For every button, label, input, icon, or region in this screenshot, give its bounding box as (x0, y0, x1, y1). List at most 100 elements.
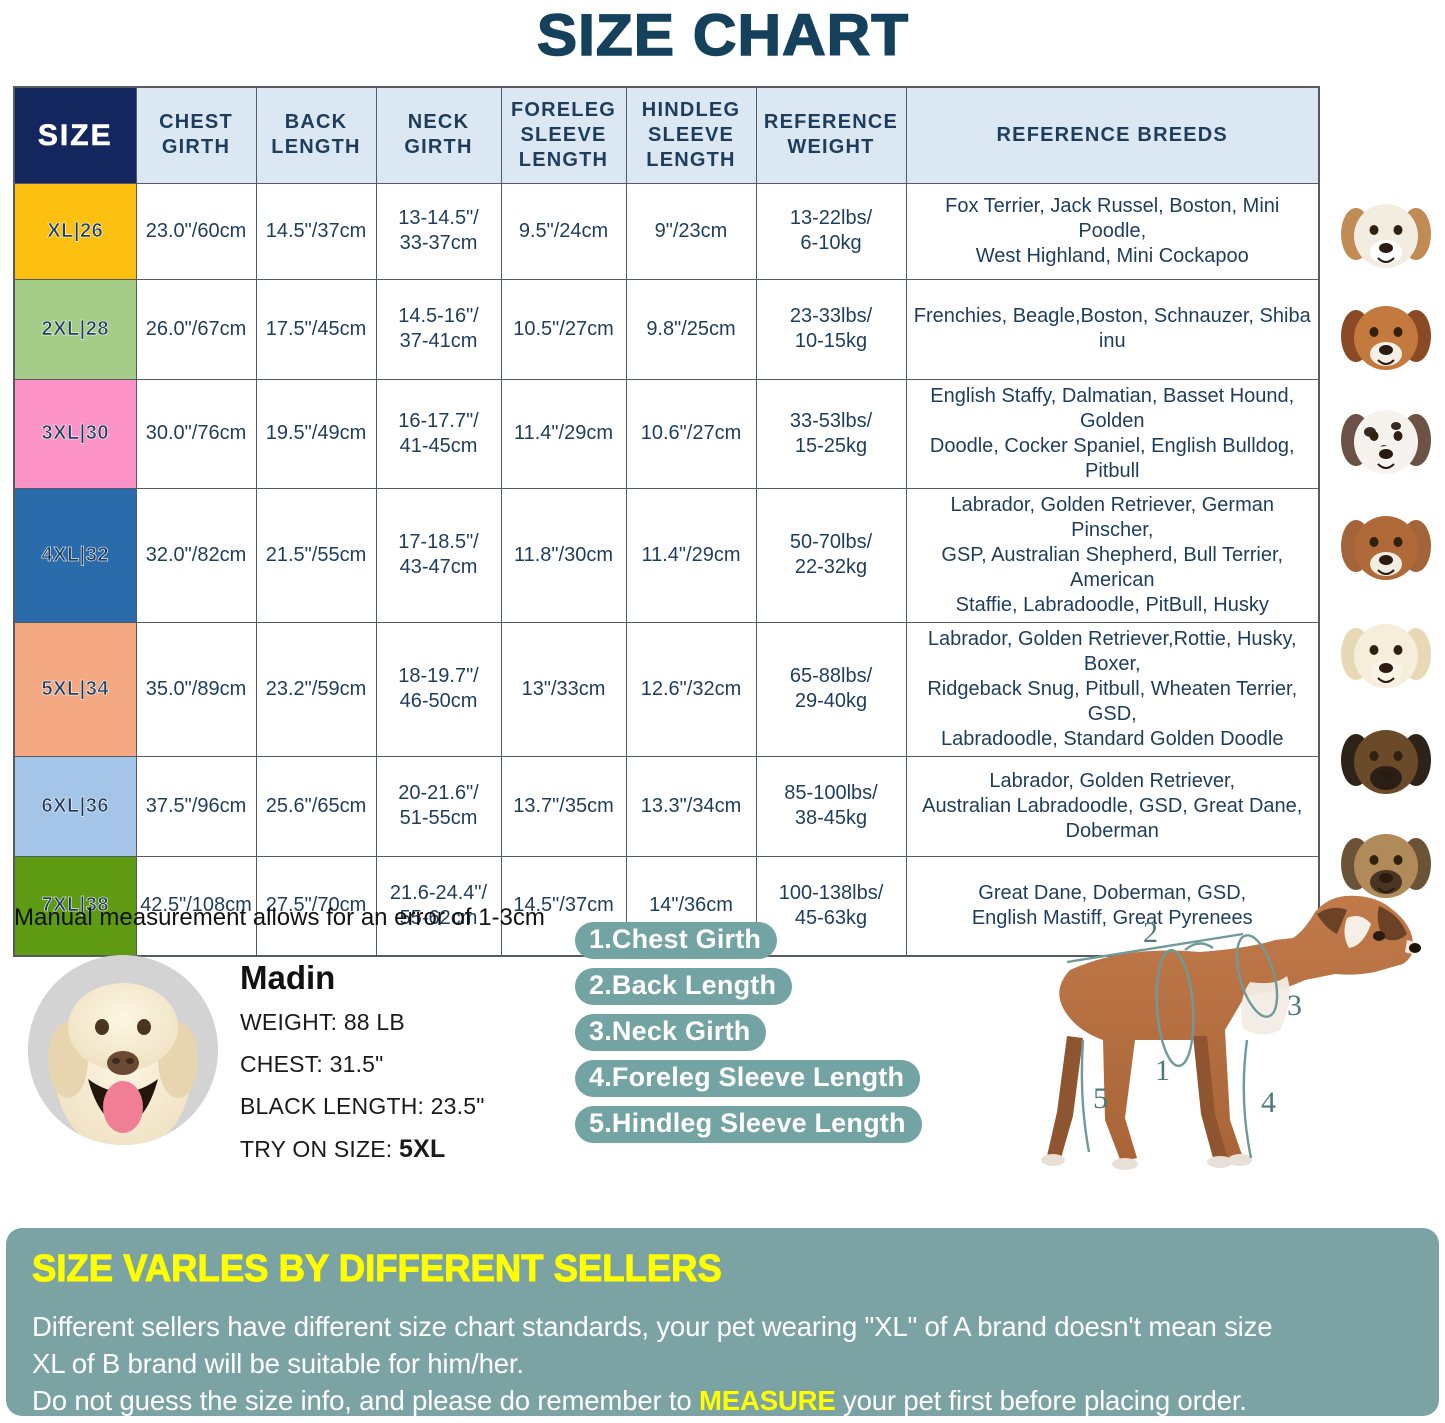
banner-line-2: XL of B brand will be suitable for him/h… (32, 1347, 524, 1379)
banner-line-3: Do not guess the size info, and please d… (32, 1383, 1392, 1420)
cell-foreleg: 10.5"/27cm (500, 278, 627, 380)
column-header-foreleg-sleeve-length: FORELEG SLEEVE LENGTH (500, 86, 627, 184)
breed-thumbnail-labrador-retriever (1330, 606, 1442, 710)
banner-heading: SIZE VARLES BY DIFFERENT SELLERS (32, 1248, 723, 1291)
legend-pill-4: 4.Foreleg Sleeve Length (575, 1060, 921, 1097)
column-header-hindleg-sleeve-length: HINDLEG SLEEVE LENGTH (625, 86, 757, 184)
legend-pill-2: 2.Back Length (575, 968, 793, 1005)
cell-hindleg: 10.6"/27cm (625, 378, 757, 489)
cell-breeds: Frenchies, Beagle,Boston, Schnauzer, Shi… (905, 278, 1320, 380)
dog-face-icon (1330, 610, 1442, 706)
page-title: SIZE CHART (536, 2, 909, 69)
page-title-wrap: SIZE CHART (0, 0, 1445, 69)
cell-neck: 16-17.7"/41-45cm (375, 378, 502, 489)
cell-back: 17.5"/45cm (255, 278, 377, 380)
cell-hindleg: 9"/23cm (625, 182, 757, 280)
manual-measurement-note: Manual measurement allows for an error o… (14, 904, 545, 931)
column-header-reference-weight: REFERENCE WEIGHT (755, 86, 907, 184)
cell-weight: 23-33lbs/10-15kg (755, 278, 907, 380)
breed-thumbnail-beagle (1330, 290, 1442, 390)
cell-neck: 13-14.5"/33-37cm (375, 182, 502, 280)
try-on-label: TRY ON SIZE: (240, 1136, 393, 1162)
table-row: 2XL|28 26.0"/67cm 17.5"/45cm 14.5-16"/37-41… (13, 278, 1320, 380)
pet-profile-card: Madin WEIGHT: 88 LB CHEST: 31.5" BLACK L… (28, 955, 548, 1179)
dog-face-icon (1330, 396, 1442, 492)
cell-weight: 33-53lbs/15-25kg (755, 378, 907, 489)
size-badge-cell: 3XL|30 (13, 378, 137, 489)
cell-chest: 37.5"/96cm (135, 755, 257, 857)
breed-thumbnail-dalmatian (1330, 394, 1442, 494)
column-header-reference-breeds: REFERENCE BREEDS (905, 86, 1320, 184)
table-row: 4XL|32 32.0"/82cm 21.5"/55cm 17-18.5"/43-47… (13, 487, 1320, 623)
cell-chest: 26.0"/67cm (135, 278, 257, 380)
size-badge-cell: 4XL|32 (13, 487, 137, 623)
cell-neck: 21.6-24.4"/55-62cm (375, 855, 502, 957)
cell-weight: 65-88lbs/29-40kg (755, 621, 907, 757)
cell-breeds: Great Dane, Doberman, GSD, English Mastif… (905, 855, 1320, 957)
pet-back-length: BLACK LENGTH: 23.5" (240, 1093, 485, 1119)
svg-text:2: 2 (1143, 916, 1158, 949)
cell-back: 19.5"/49cm (255, 378, 377, 489)
cell-neck: 18-19.7"/46-50cm (375, 621, 502, 757)
measurement-legend: 1.Chest Girth 2.Back Length 3.Neck Girth 4.… (575, 922, 975, 1152)
cell-foreleg: 13"/33cm (500, 621, 627, 757)
table-row: 5XL|34 35.0"/89cm 23.2"/59cm 18-19.7"/46-50… (13, 621, 1320, 757)
size-badge-cell: 2XL|28 (13, 278, 137, 380)
svg-text:1: 1 (1155, 1054, 1170, 1087)
dog-face-icon (1330, 716, 1442, 812)
cell-breeds: Labrador, Golden Retriever, German Pinsc… (905, 487, 1320, 623)
cell-neck: 14.5-16"/37-41cm (375, 278, 502, 380)
legend-pill-1: 1.Chest Girth (575, 922, 778, 959)
pet-try-on-size: TRY ON SIZE: 5XL (240, 1135, 485, 1164)
column-header-neck-girth: NECK GIRTH (375, 86, 502, 184)
cell-weight: 50-70lbs/22-32kg (755, 487, 907, 623)
cell-chest: 42.5"/108cm (135, 855, 257, 957)
pet-chest: CHEST: 31.5" (240, 1051, 384, 1077)
legend-pill-5: 5.Hindleg Sleeve Length (575, 1106, 922, 1143)
banner-measure-highlight: MEASURE (698, 1384, 836, 1416)
cell-back: 23.2"/59cm (255, 621, 377, 757)
cell-breeds: English Staffy, Dalmatian, Basset Hound,… (905, 378, 1320, 489)
banner-line-3-suffix: your pet first before placing order. (835, 1384, 1247, 1416)
column-header-back-length: BACK LENGTH (255, 86, 377, 184)
dog-face-icon (1330, 502, 1442, 598)
cell-neck: 20-21.6"/51-55cm (375, 755, 502, 857)
column-header-size: SIZE (13, 86, 137, 184)
cell-hindleg: 9.8"/25cm (625, 278, 757, 380)
pet-name: Madin (240, 959, 336, 996)
breed-thumbnail-column (1330, 190, 1442, 922)
cell-weight: 85-100lbs/38-45kg (755, 755, 907, 857)
cell-chest: 32.0"/82cm (135, 487, 257, 623)
cell-chest: 35.0"/89cm (135, 621, 257, 757)
pet-weight: WEIGHT: 88 LB (240, 1009, 405, 1035)
banner-line-1: Different sellers have different size ch… (32, 1311, 1273, 1342)
cell-back: 27.5"/70cm (255, 855, 377, 957)
table-body: XL|26 23.0"/60cm 14.5"/37cm 13-14.5"/33-37c… (13, 182, 1320, 957)
cell-back: 25.6"/65cm (255, 755, 377, 857)
banner-body: Different sellers have different size ch… (32, 1309, 1392, 1420)
size-badge-cell: XL|26 (13, 182, 137, 280)
dog-measurement-diagram: 2 3 1 4 5 (975, 890, 1445, 1190)
cell-weight: 100-138lbs/45-63kg (755, 855, 907, 957)
legend-pill-3: 3.Neck Girth (575, 1014, 767, 1051)
size-table: SIZE CHEST GIRTH BACK LENGTH NECK GIRTH … (13, 86, 1320, 957)
breed-thumbnail-jack-russell-terrier (1330, 190, 1442, 286)
cell-weight: 13-22lbs/6-10kg (755, 182, 907, 280)
seller-notice-banner: SIZE VARLES BY DIFFERENT SELLERS Differe… (6, 1228, 1439, 1416)
cell-foreleg: 9.5"/24cm (500, 182, 627, 280)
svg-text:5: 5 (1093, 1082, 1108, 1115)
cell-hindleg: 13.3"/34cm (625, 755, 757, 857)
size-table-area: SIZE CHEST GIRTH BACK LENGTH NECK GIRTH … (13, 86, 1320, 957)
size-badge-cell: 5XL|34 (13, 621, 137, 757)
pet-profile-info: Madin WEIGHT: 88 LB CHEST: 31.5" BLACK L… (240, 955, 485, 1179)
pet-avatar (28, 955, 218, 1145)
cell-chest: 23.0"/60cm (135, 182, 257, 280)
table-header: SIZE CHEST GIRTH BACK LENGTH NECK GIRTH … (13, 86, 1320, 184)
dog-face-icon (1330, 190, 1442, 286)
cell-breeds: Labrador, Golden Retriever,Rottie, Husky… (905, 621, 1320, 757)
cell-foreleg: 11.8"/30cm (500, 487, 627, 623)
cell-hindleg: 12.6"/32cm (625, 621, 757, 757)
table-row: 6XL|36 37.5"/96cm 25.6"/65cm 20-21.6"/51-55… (13, 755, 1320, 857)
svg-text:4: 4 (1261, 1086, 1276, 1119)
cell-neck: 17-18.5"/43-47cm (375, 487, 502, 623)
